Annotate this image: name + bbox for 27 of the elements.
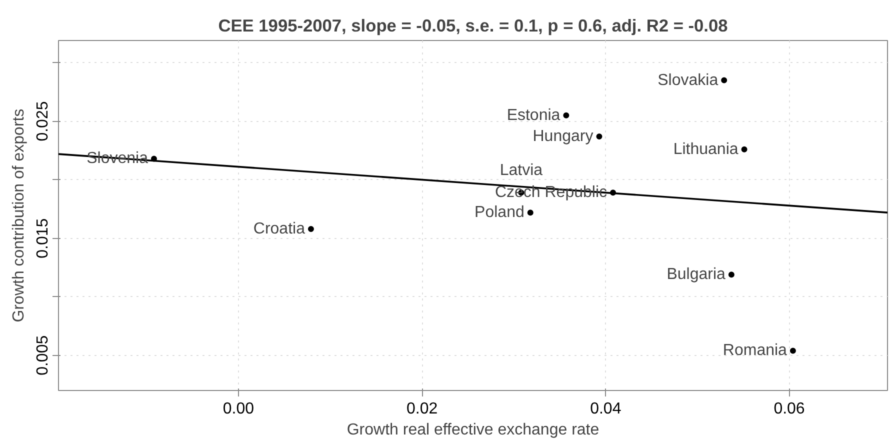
x-tick-label: 0.04 [590, 400, 622, 418]
annotation: Bulgaria [666, 266, 726, 284]
point [728, 272, 734, 278]
point [596, 133, 602, 140]
y-tick-label: 0.005 [34, 335, 52, 376]
y-tick-label: 0.015 [34, 218, 52, 258]
annotation: Croatia [253, 220, 306, 238]
point [790, 348, 796, 354]
annotation: Lithuania [673, 140, 738, 158]
chart-title: CEE 1995-2007, slope = -0.05, s.e. = 0.1, p = 0.6, adj. R2 = -0.08 [218, 16, 728, 36]
y-axis-title: Growth contribution of exports [10, 108, 28, 322]
point [308, 226, 314, 232]
annotation: Romania [722, 342, 788, 360]
annotation: Estonia [506, 106, 560, 124]
point [741, 146, 748, 152]
point [721, 77, 728, 84]
point [563, 112, 570, 118]
x-tick-label: 0.06 [774, 400, 805, 418]
text: 0.00 [222, 400, 254, 418]
x-axis-title: Growth real effective exchange rate [346, 422, 600, 438]
annotation: Poland [474, 204, 524, 222]
annotation: Latvia [500, 162, 543, 180]
y-tick-label: 0.025 [34, 101, 52, 142]
annotation: Hungary [532, 128, 594, 145]
x-tick-label: 0.02 [406, 400, 438, 418]
annotation: Slovakia [658, 72, 718, 89]
point [527, 210, 534, 216]
